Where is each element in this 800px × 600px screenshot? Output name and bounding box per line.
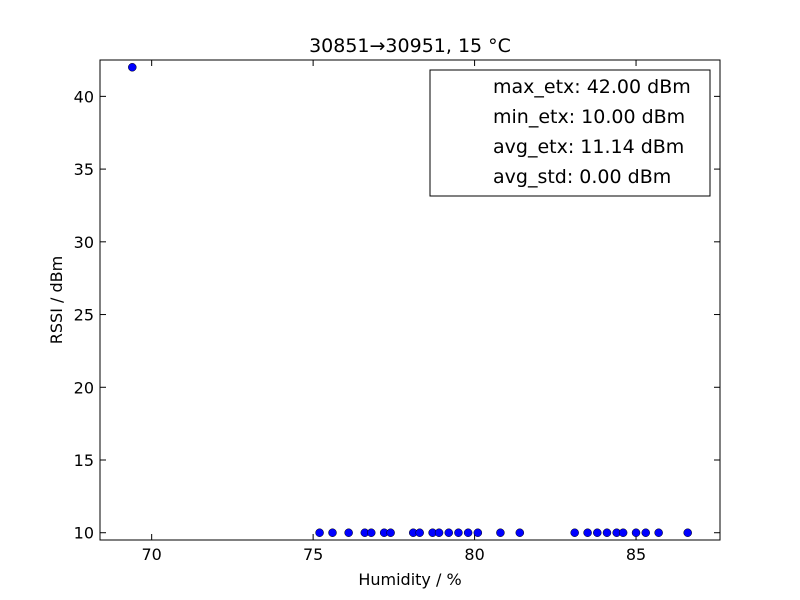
data-point bbox=[515, 528, 525, 537]
plot-area-frame bbox=[99, 59, 721, 541]
data-point bbox=[415, 528, 424, 537]
y-tick-label: 15 bbox=[74, 451, 94, 470]
axis-ticks: 70 75 80 85 10 15 20 25 30 35 40 bbox=[74, 60, 720, 564]
data-point bbox=[367, 528, 376, 537]
data-point bbox=[315, 528, 324, 537]
data-point bbox=[496, 528, 505, 537]
legend-entry: avg_etx: 11.14 dBm bbox=[493, 136, 684, 158]
data-point bbox=[654, 528, 663, 537]
data-point bbox=[593, 528, 602, 537]
data-point bbox=[683, 528, 692, 537]
y-tick-label: 25 bbox=[74, 306, 94, 325]
data-point bbox=[328, 528, 337, 537]
data-point bbox=[344, 528, 353, 537]
data-points bbox=[128, 63, 692, 537]
x-axis-label: Humidity / % bbox=[358, 570, 461, 589]
y-tick-label: 40 bbox=[74, 87, 94, 106]
data-point bbox=[434, 528, 444, 537]
x-tick-label: 80 bbox=[464, 545, 484, 564]
x-tick-label: 70 bbox=[141, 545, 161, 564]
data-point bbox=[631, 528, 641, 537]
chart-title: 30851→30951, 15 °C bbox=[309, 35, 511, 57]
data-point bbox=[444, 528, 453, 537]
data-point bbox=[641, 528, 650, 537]
data-point bbox=[583, 528, 592, 537]
x-tick-label: 75 bbox=[303, 545, 323, 564]
y-tick-label: 35 bbox=[74, 160, 94, 179]
data-point bbox=[473, 528, 483, 537]
legend-entry: max_etx: 42.00 dBm bbox=[493, 76, 691, 98]
legend: max_etx: 42.00 dBm min_etx: 10.00 dBm av… bbox=[429, 69, 711, 197]
data-point bbox=[128, 63, 137, 72]
y-tick-label: 10 bbox=[74, 524, 94, 543]
x-tick-label: 85 bbox=[626, 545, 646, 564]
y-tick-label: 20 bbox=[74, 378, 94, 397]
y-tick-label: 30 bbox=[74, 233, 94, 252]
data-point bbox=[454, 528, 463, 537]
data-point bbox=[602, 528, 612, 537]
data-point bbox=[386, 528, 395, 537]
data-point bbox=[570, 528, 579, 537]
data-point bbox=[463, 528, 473, 537]
legend-entry: avg_std: 0.00 dBm bbox=[493, 166, 671, 188]
y-axis-label: RSSI / dBm bbox=[47, 256, 66, 344]
legend-box bbox=[429, 69, 711, 197]
data-point bbox=[618, 528, 628, 537]
legend-entry: min_etx: 10.00 dBm bbox=[493, 106, 685, 128]
